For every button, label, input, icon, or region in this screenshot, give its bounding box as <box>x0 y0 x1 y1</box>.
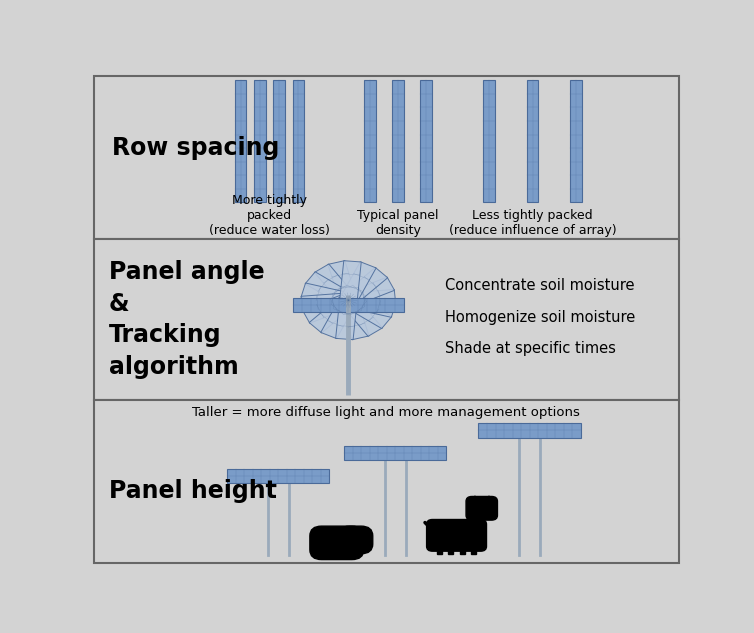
Bar <box>293 80 305 202</box>
Bar <box>94 400 679 563</box>
Bar <box>94 239 679 400</box>
Bar <box>94 76 679 239</box>
Text: Homogenize soil moisture: Homogenize soil moisture <box>445 310 635 325</box>
Bar <box>254 80 265 202</box>
Bar <box>483 80 495 202</box>
Polygon shape <box>302 277 394 323</box>
Text: More tightly
packed
(reduce water loss): More tightly packed (reduce water loss) <box>209 194 330 237</box>
Bar <box>274 80 285 202</box>
Ellipse shape <box>354 534 357 536</box>
Bar <box>326 549 329 554</box>
Text: Taller = more diffuse light and more management options: Taller = more diffuse light and more man… <box>192 406 581 419</box>
Bar <box>527 80 538 202</box>
FancyBboxPatch shape <box>310 526 363 560</box>
FancyBboxPatch shape <box>338 526 372 554</box>
Bar <box>448 545 453 554</box>
Bar <box>437 545 443 554</box>
Bar <box>234 80 247 202</box>
Ellipse shape <box>450 544 463 549</box>
Bar <box>293 298 404 312</box>
Bar <box>420 80 432 202</box>
Polygon shape <box>336 261 361 340</box>
Polygon shape <box>309 267 388 333</box>
Polygon shape <box>314 264 382 336</box>
Bar <box>346 549 348 554</box>
Polygon shape <box>305 272 392 329</box>
Polygon shape <box>320 261 376 339</box>
FancyBboxPatch shape <box>466 496 498 520</box>
Text: Concentrate soil moisture: Concentrate soil moisture <box>445 278 634 293</box>
Bar <box>344 446 446 460</box>
Ellipse shape <box>489 510 496 515</box>
Polygon shape <box>301 289 396 311</box>
Bar <box>333 549 335 554</box>
Bar <box>571 80 582 202</box>
Bar <box>339 549 342 554</box>
Bar <box>470 545 476 554</box>
Polygon shape <box>328 261 369 340</box>
Bar <box>479 423 581 437</box>
Text: Row spacing: Row spacing <box>112 136 279 160</box>
Text: Panel height: Panel height <box>109 479 277 503</box>
Text: Less tightly packed
(reduce influence of array): Less tightly packed (reduce influence of… <box>449 209 616 237</box>
Polygon shape <box>474 513 483 525</box>
Text: Panel angle
&
Tracking
algorithm: Panel angle & Tracking algorithm <box>109 260 265 379</box>
FancyBboxPatch shape <box>427 520 486 551</box>
Polygon shape <box>301 283 396 317</box>
Bar <box>227 468 329 483</box>
Bar <box>460 545 465 554</box>
Text: Shade at specific times: Shade at specific times <box>445 341 616 356</box>
Bar <box>392 80 404 202</box>
Text: Typical panel
density: Typical panel density <box>357 209 439 237</box>
Bar <box>364 80 376 202</box>
